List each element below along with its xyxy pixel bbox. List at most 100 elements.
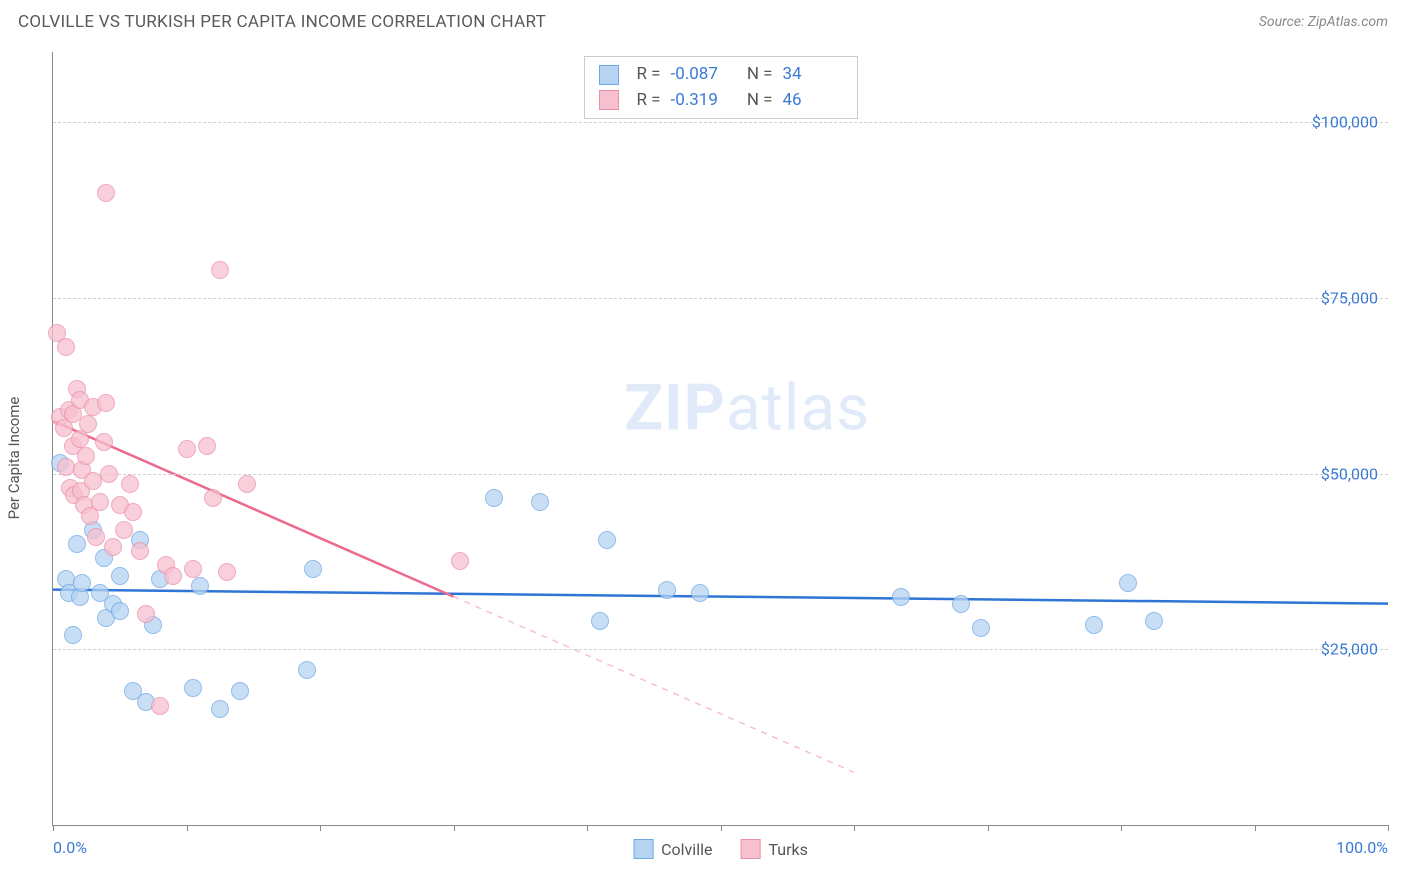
stat-r-turks: -0.319 [671, 88, 731, 114]
data-point-turks [124, 503, 142, 521]
data-point-turks [100, 465, 118, 483]
watermark: ZIPatlas [624, 370, 870, 445]
swatch-colville [633, 839, 653, 859]
y-tick-label: $100,000 [1312, 113, 1378, 132]
y-tick-label: $75,000 [1321, 288, 1378, 307]
data-point-colville [485, 489, 503, 507]
data-point-turks [164, 567, 182, 585]
swatch-turks [599, 90, 619, 110]
data-point-colville [892, 588, 910, 606]
data-point-colville [1085, 616, 1103, 634]
gridline [53, 122, 1388, 123]
data-point-colville [972, 619, 990, 637]
data-point-turks [57, 338, 75, 356]
data-point-turks [238, 475, 256, 493]
data-point-colville [298, 661, 316, 679]
data-point-colville [73, 574, 91, 592]
stat-label-r: R = [629, 88, 661, 114]
x-tick [1121, 825, 1122, 831]
data-point-turks [104, 538, 122, 556]
data-point-colville [531, 493, 549, 511]
data-point-turks [77, 447, 95, 465]
data-point-colville [952, 595, 970, 613]
data-point-colville [68, 535, 86, 553]
data-point-turks [91, 493, 109, 511]
y-tick-label: $50,000 [1321, 464, 1378, 483]
header: COLVILLE VS TURKISH PER CAPITA INCOME CO… [0, 0, 1406, 40]
stat-label-n: N = [741, 88, 773, 114]
data-point-turks [198, 437, 216, 455]
data-point-turks [57, 458, 75, 476]
legend-item-turks: Turks [740, 839, 807, 859]
source-attribution: Source: ZipAtlas.com [1259, 14, 1388, 30]
data-point-turks [79, 415, 97, 433]
data-point-colville [598, 531, 616, 549]
legend-label: Colville [661, 840, 712, 859]
swatch-turks [740, 839, 760, 859]
stat-label-r: R = [629, 62, 661, 88]
x-tick [454, 825, 455, 831]
data-point-turks [115, 521, 133, 539]
data-point-turks [211, 261, 229, 279]
data-point-colville [211, 700, 229, 718]
stat-r-colville: -0.087 [671, 62, 731, 88]
bottom-legend: Colville Turks [633, 839, 808, 859]
x-max-label: 100.0% [1336, 838, 1388, 857]
data-point-turks [87, 528, 105, 546]
y-tick-label: $25,000 [1321, 640, 1378, 659]
data-point-turks [151, 697, 169, 715]
page-title: COLVILLE VS TURKISH PER CAPITA INCOME CO… [18, 12, 546, 32]
data-point-colville [111, 602, 129, 620]
data-point-colville [111, 567, 129, 585]
legend-item-colville: Colville [633, 839, 712, 859]
gridline [53, 298, 1388, 299]
plot-area: ZIPatlas R = -0.087 N = 34 R = -0.319 N … [52, 52, 1388, 826]
x-tick [587, 825, 588, 831]
watermark-atlas: atlas [726, 370, 870, 445]
x-tick [1255, 825, 1256, 831]
x-tick [854, 825, 855, 831]
x-tick [988, 825, 989, 831]
stats-box: R = -0.087 N = 34 R = -0.319 N = 46 [584, 56, 858, 119]
x-min-label: 0.0% [53, 838, 87, 857]
data-point-turks [95, 433, 113, 451]
data-point-colville [304, 560, 322, 578]
x-tick [53, 825, 54, 831]
gridline [53, 649, 1388, 650]
data-point-colville [691, 584, 709, 602]
legend-label: Turks [768, 840, 807, 859]
data-point-turks [218, 563, 236, 581]
x-tick [187, 825, 188, 831]
data-point-colville [1119, 574, 1137, 592]
data-point-turks [131, 542, 149, 560]
data-point-colville [184, 679, 202, 697]
stats-row-colville: R = -0.087 N = 34 [599, 62, 843, 88]
data-point-colville [231, 682, 249, 700]
stat-n-turks: 46 [783, 88, 843, 114]
x-tick [721, 825, 722, 831]
data-point-colville [64, 626, 82, 644]
data-point-turks [178, 440, 196, 458]
watermark-zip: ZIP [624, 370, 726, 445]
data-point-turks [184, 560, 202, 578]
data-point-colville [191, 577, 209, 595]
data-point-turks [451, 552, 469, 570]
data-point-turks [137, 605, 155, 623]
x-tick [320, 825, 321, 831]
swatch-colville [599, 65, 619, 85]
x-tick [1388, 825, 1389, 831]
stat-label-n: N = [741, 62, 773, 88]
data-point-turks [121, 475, 139, 493]
stats-row-turks: R = -0.319 N = 46 [599, 88, 843, 114]
stat-n-colville: 34 [783, 62, 843, 88]
correlation-chart: Per Capita Income ZIPatlas R = -0.087 N … [18, 48, 1388, 868]
gridline [53, 474, 1388, 475]
trend-line [454, 597, 855, 773]
trendlines-svg [53, 52, 1388, 825]
data-point-colville [658, 581, 676, 599]
data-point-colville [591, 612, 609, 630]
data-point-colville [1145, 612, 1163, 630]
data-point-turks [97, 394, 115, 412]
data-point-turks [204, 489, 222, 507]
y-axis-label: Per Capita Income [5, 397, 23, 520]
